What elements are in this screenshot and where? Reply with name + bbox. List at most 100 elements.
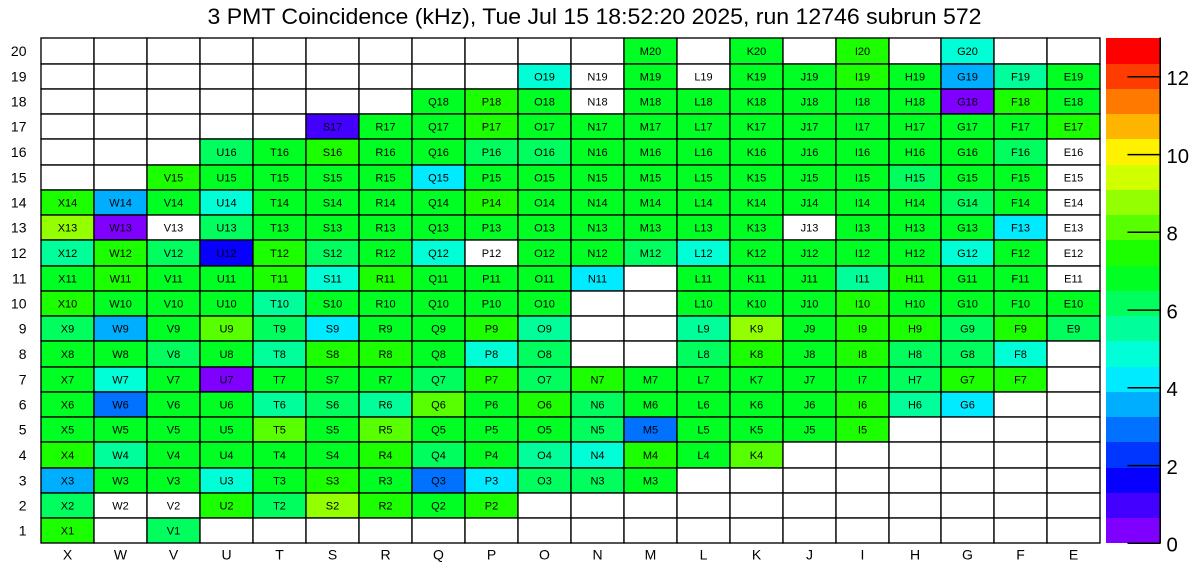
svg-text:3: 3 [19, 472, 27, 488]
svg-text:U: U [221, 547, 231, 563]
svg-text:K5: K5 [750, 424, 763, 436]
svg-text:M18: M18 [640, 96, 661, 108]
svg-text:J7: J7 [804, 374, 816, 386]
svg-text:4: 4 [1167, 379, 1178, 401]
svg-text:X7: X7 [61, 374, 74, 386]
svg-text:M4: M4 [643, 450, 658, 462]
svg-text:10: 10 [1167, 146, 1190, 168]
svg-text:M6: M6 [643, 399, 658, 411]
svg-text:16: 16 [11, 144, 27, 160]
svg-text:J19: J19 [801, 71, 819, 83]
svg-text:N17: N17 [587, 121, 607, 133]
svg-text:V8: V8 [167, 349, 180, 361]
svg-text:P5: P5 [485, 424, 498, 436]
svg-text:W10: W10 [109, 298, 132, 310]
svg-text:O16: O16 [534, 147, 555, 159]
svg-text:T10: T10 [270, 298, 289, 310]
svg-text:N12: N12 [587, 248, 607, 260]
svg-text:J18: J18 [801, 96, 819, 108]
svg-text:Q9: Q9 [431, 323, 446, 335]
svg-text:O12: O12 [534, 248, 555, 260]
svg-text:T15: T15 [270, 172, 289, 184]
svg-text:K7: K7 [750, 374, 763, 386]
svg-text:G8: G8 [960, 349, 975, 361]
svg-text:S7: S7 [326, 374, 339, 386]
svg-text:N4: N4 [590, 450, 604, 462]
svg-text:P4: P4 [485, 450, 498, 462]
svg-text:K6: K6 [750, 399, 763, 411]
svg-text:L18: L18 [694, 96, 712, 108]
svg-text:Q10: Q10 [428, 298, 449, 310]
svg-text:J13: J13 [801, 222, 819, 234]
svg-text:F18: F18 [1011, 96, 1030, 108]
svg-text:M17: M17 [640, 121, 661, 133]
svg-text:O18: O18 [534, 96, 555, 108]
svg-text:5: 5 [19, 421, 27, 437]
svg-text:L16: L16 [694, 147, 712, 159]
svg-text:P9: P9 [485, 323, 498, 335]
svg-text:V7: V7 [167, 374, 180, 386]
svg-text:Q14: Q14 [428, 197, 449, 209]
svg-text:Q17: Q17 [428, 121, 449, 133]
svg-text:J6: J6 [804, 399, 816, 411]
svg-text:O15: O15 [534, 172, 555, 184]
svg-text:X9: X9 [61, 323, 74, 335]
svg-text:V6: V6 [167, 399, 180, 411]
svg-text:T12: T12 [270, 248, 289, 260]
svg-text:M5: M5 [643, 424, 658, 436]
svg-text:V14: V14 [164, 197, 184, 209]
svg-text:R6: R6 [378, 399, 392, 411]
svg-text:T13: T13 [270, 222, 289, 234]
svg-text:J11: J11 [801, 273, 818, 285]
svg-text:U3: U3 [219, 475, 233, 487]
svg-text:M15: M15 [640, 172, 661, 184]
svg-text:K14: K14 [747, 197, 767, 209]
svg-text:Q11: Q11 [429, 273, 449, 285]
svg-text:O13: O13 [534, 222, 555, 234]
svg-text:V9: V9 [167, 323, 180, 335]
svg-text:W5: W5 [112, 424, 129, 436]
svg-text:S5: S5 [326, 424, 339, 436]
svg-text:12: 12 [1167, 68, 1190, 90]
svg-text:N5: N5 [590, 424, 604, 436]
svg-text:P14: P14 [482, 197, 502, 209]
svg-text:J12: J12 [801, 248, 819, 260]
svg-text:K10: K10 [747, 298, 767, 310]
svg-text:Q15: Q15 [428, 172, 449, 184]
svg-text:L7: L7 [697, 374, 709, 386]
svg-text:I16: I16 [855, 147, 870, 159]
svg-text:V11: V11 [164, 273, 183, 285]
svg-text:F9: F9 [1014, 323, 1027, 335]
svg-text:S13: S13 [323, 222, 343, 234]
svg-text:G18: G18 [957, 96, 978, 108]
svg-text:L10: L10 [694, 298, 712, 310]
svg-text:Q12: Q12 [428, 248, 449, 260]
svg-text:O17: O17 [534, 121, 555, 133]
svg-text:E18: E18 [1064, 96, 1084, 108]
svg-text:F7: F7 [1014, 374, 1027, 386]
svg-text:14: 14 [11, 194, 27, 210]
svg-text:T14: T14 [270, 197, 289, 209]
svg-text:F12: F12 [1011, 248, 1030, 260]
svg-text:G11: G11 [958, 273, 978, 285]
svg-text:G13: G13 [957, 222, 978, 234]
svg-text:R10: R10 [375, 298, 395, 310]
svg-text:Q3: Q3 [431, 475, 446, 487]
svg-text:F14: F14 [1011, 197, 1030, 209]
svg-text:Q13: Q13 [428, 222, 449, 234]
svg-text:H: H [910, 547, 920, 563]
svg-text:I10: I10 [855, 298, 870, 310]
svg-text:I14: I14 [855, 197, 870, 209]
svg-text:G20: G20 [957, 46, 978, 58]
svg-text:J8: J8 [804, 349, 816, 361]
svg-text:K15: K15 [747, 172, 767, 184]
svg-text:O9: O9 [537, 323, 552, 335]
svg-text:P8: P8 [485, 349, 498, 361]
svg-text:T3: T3 [273, 475, 286, 487]
svg-text:F10: F10 [1011, 298, 1030, 310]
svg-text:P10: P10 [482, 298, 502, 310]
svg-text:L6: L6 [697, 399, 709, 411]
svg-text:Q2: Q2 [431, 500, 446, 512]
svg-text:U2: U2 [219, 500, 233, 512]
svg-text:V1: V1 [167, 525, 180, 537]
